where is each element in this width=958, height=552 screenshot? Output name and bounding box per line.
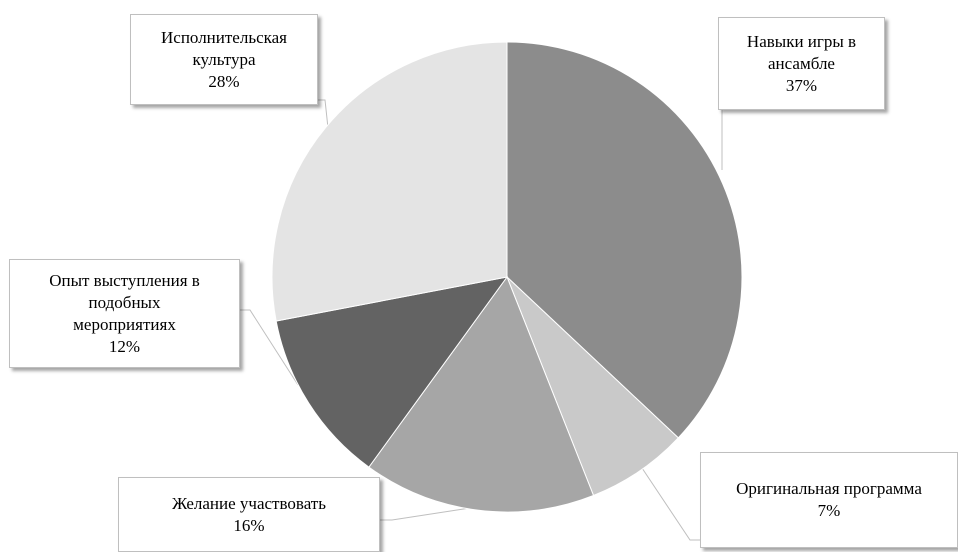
label-value: 7%: [817, 501, 841, 520]
slice: [368, 275, 595, 513]
leader-line: [318, 99, 329, 129]
label-value: 37%: [785, 75, 818, 95]
label-name: Навыки игры в ансамбле: [746, 31, 857, 73]
label-value: 28%: [208, 71, 240, 91]
label-value: 12%: [108, 336, 141, 356]
label-value: 16%: [233, 515, 265, 535]
data-label: Исполнительская культура 28%: [130, 14, 318, 105]
leader-line: [380, 507, 471, 521]
label-name: Желание участвовать: [171, 493, 326, 513]
data-label: Опыт выступления в подобных мероприятиях…: [9, 259, 240, 368]
data-label: Оригинальная программа 7%: [700, 452, 958, 548]
slice: [275, 276, 509, 468]
leader-lines: [240, 99, 723, 541]
slice: [271, 41, 508, 322]
leader-line: [240, 309, 299, 386]
label-name: Опыт выступления в подобных мероприятиях: [49, 270, 200, 334]
leader-line: [641, 467, 700, 541]
data-label: Желание участвовать 16%: [118, 477, 380, 552]
label-name: Оригинальная программа: [736, 479, 922, 498]
slice: [506, 276, 680, 497]
data-label: Навыки игры в ансамбле 37%: [718, 17, 885, 110]
slices: [271, 41, 743, 513]
label-name: Исполнительская культура: [161, 27, 287, 69]
slice: [506, 41, 743, 439]
